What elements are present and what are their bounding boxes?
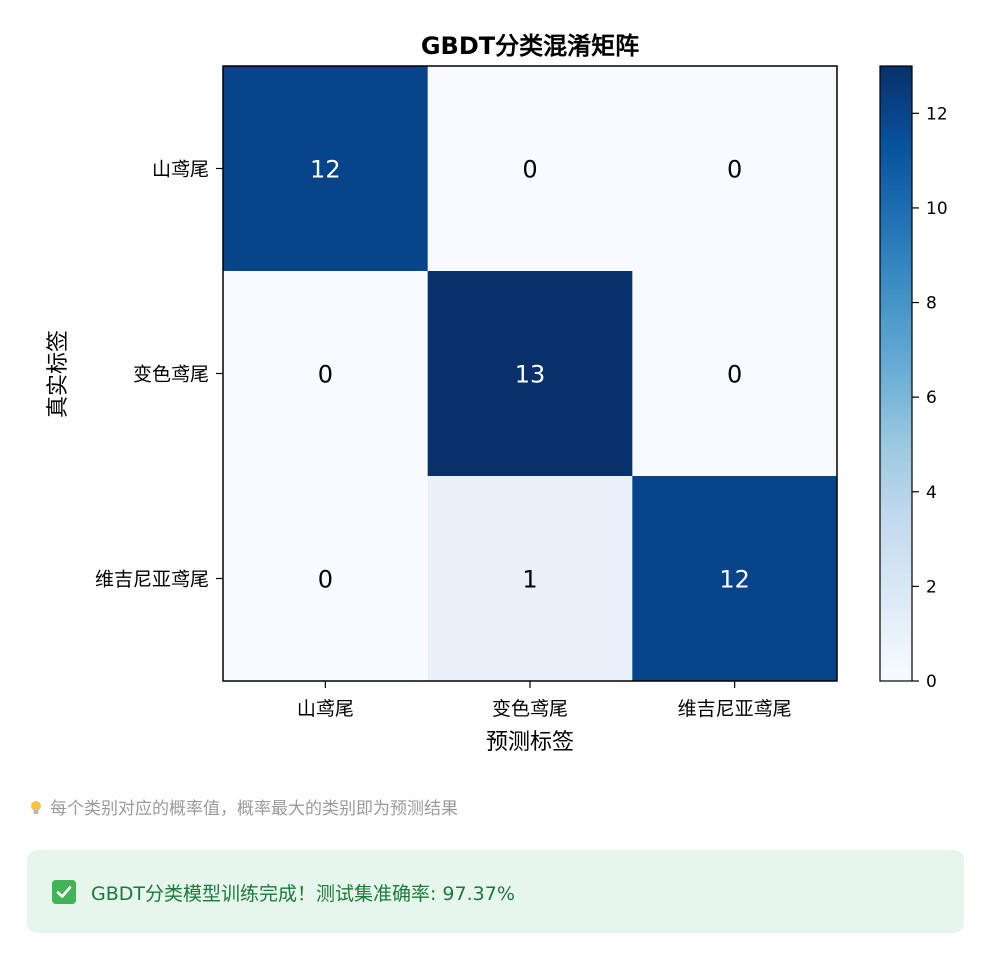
x-axis-label: 预测标签 — [486, 730, 574, 755]
y-tick-label: 山鸢尾 — [152, 159, 209, 181]
heatmap-cell — [427, 66, 633, 272]
heatmap-cell — [427, 476, 633, 682]
colorbar — [879, 65, 913, 682]
heatmap-cell — [223, 66, 429, 272]
x-tick-label: 维吉尼亚鸢尾 — [678, 698, 792, 720]
colorbar-tick-label: 4 — [926, 483, 937, 503]
cell-value-label: 13 — [515, 361, 546, 389]
chart-title: GBDT分类混淆矩阵 — [421, 32, 639, 60]
heatmap-cell — [223, 476, 429, 682]
heatmap-cell — [632, 66, 838, 272]
colorbar-tick-label: 10 — [926, 199, 948, 219]
colorbar-tick-label: 6 — [926, 388, 937, 408]
colorbar-tick-label: 8 — [926, 294, 937, 314]
colorbar-tick-label: 0 — [926, 672, 937, 692]
cell-value-label: 0 — [318, 361, 333, 389]
heatmap-cell — [427, 271, 633, 477]
x-tick-label: 山鸢尾 — [297, 698, 354, 720]
check-icon — [52, 880, 76, 904]
success-text: GBDT分类模型训练完成！测试集准确率: 97.37% — [91, 883, 515, 905]
lightbulb-icon — [31, 801, 41, 814]
hint-note: 每个类别对应的概率值，概率最大的类别即为预测结果 — [30, 794, 458, 819]
heatmap-cell-labels: 12 0 0 0 13 0 0 1 12 — [310, 156, 750, 594]
cell-value-label: 12 — [719, 566, 750, 594]
heatmap-cell — [632, 476, 838, 682]
cell-value-label: 0 — [727, 361, 742, 389]
cell-value-label: 0 — [318, 566, 333, 594]
confusion-matrix-figure: GBDT分类混淆矩阵 12 0 00 13 00 1 12 山鸢尾 变色鸢尾 维吉尼亚鸢尾 山鸢… — [46, 32, 948, 755]
heatmap-cells — [223, 66, 838, 682]
colorbar-tick-label: 2 — [926, 577, 937, 597]
y-tick-label: 变色鸢尾 — [133, 364, 209, 386]
colorbar-ticks: 0 2 4 6 8 10 12 — [912, 104, 948, 692]
cell-value-label: 0 — [522, 156, 537, 184]
hint-text: 每个类别对应的概率值，概率最大的类别即为预测结果 — [50, 799, 458, 819]
heatmap-cell — [632, 271, 838, 477]
cell-value-label: 1 — [522, 566, 537, 594]
heatmap-cell — [223, 271, 429, 477]
y-axis-label: 真实标签 — [46, 330, 71, 418]
y-tick-label: 维吉尼亚鸢尾 — [95, 569, 209, 591]
x-tick-label: 变色鸢尾 — [492, 698, 568, 720]
colorbar-tick-label: 12 — [926, 104, 948, 124]
x-axis-ticks: 山鸢尾 变色鸢尾 维吉尼亚鸢尾 — [297, 681, 792, 720]
success-banner: GBDT分类模型训练完成！测试集准确率: 97.37% — [27, 850, 964, 933]
cell-value-label: 12 — [310, 156, 341, 184]
cell-value-label: 0 — [727, 156, 742, 184]
